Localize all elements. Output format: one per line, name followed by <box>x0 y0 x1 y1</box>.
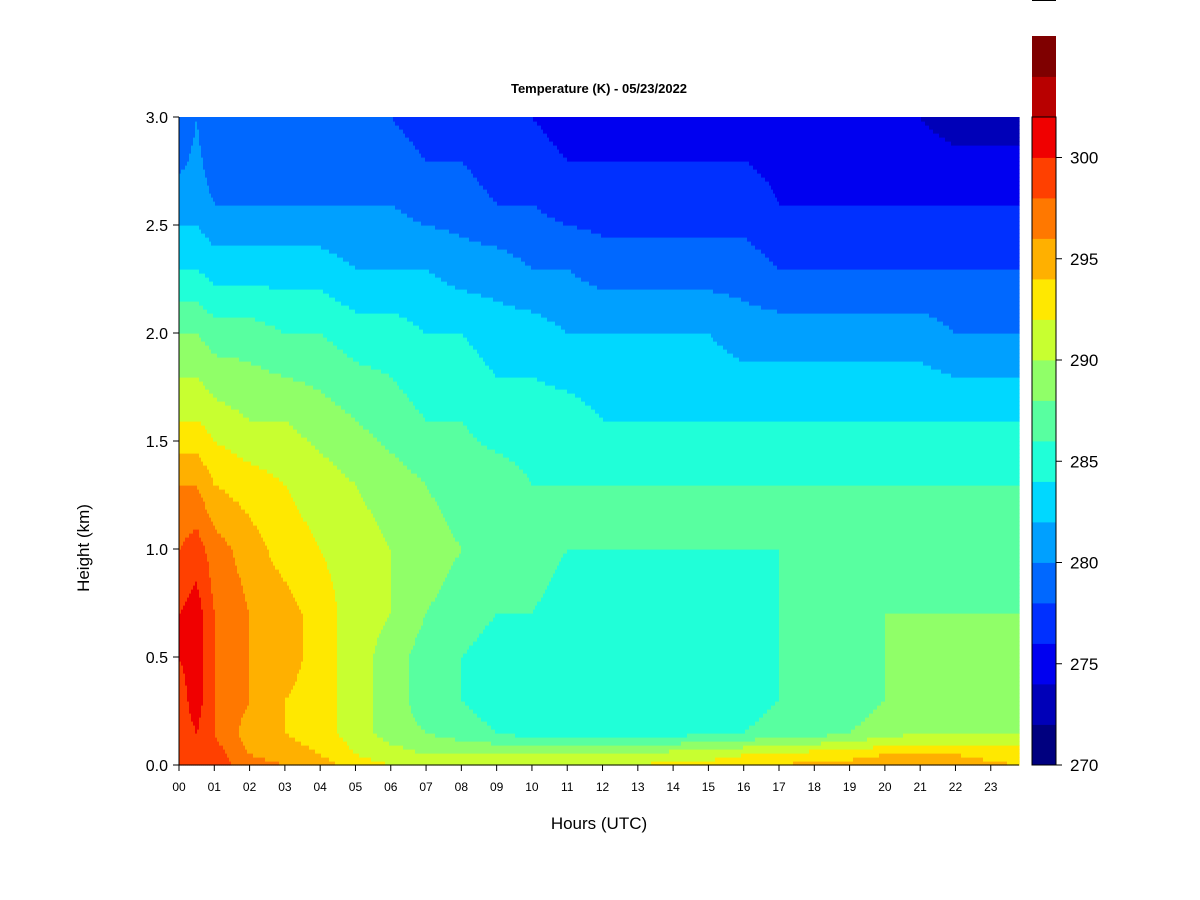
heatmap-plot-area <box>179 117 1020 766</box>
chart-title: Temperature (K) - 05/23/2022 <box>511 81 687 96</box>
